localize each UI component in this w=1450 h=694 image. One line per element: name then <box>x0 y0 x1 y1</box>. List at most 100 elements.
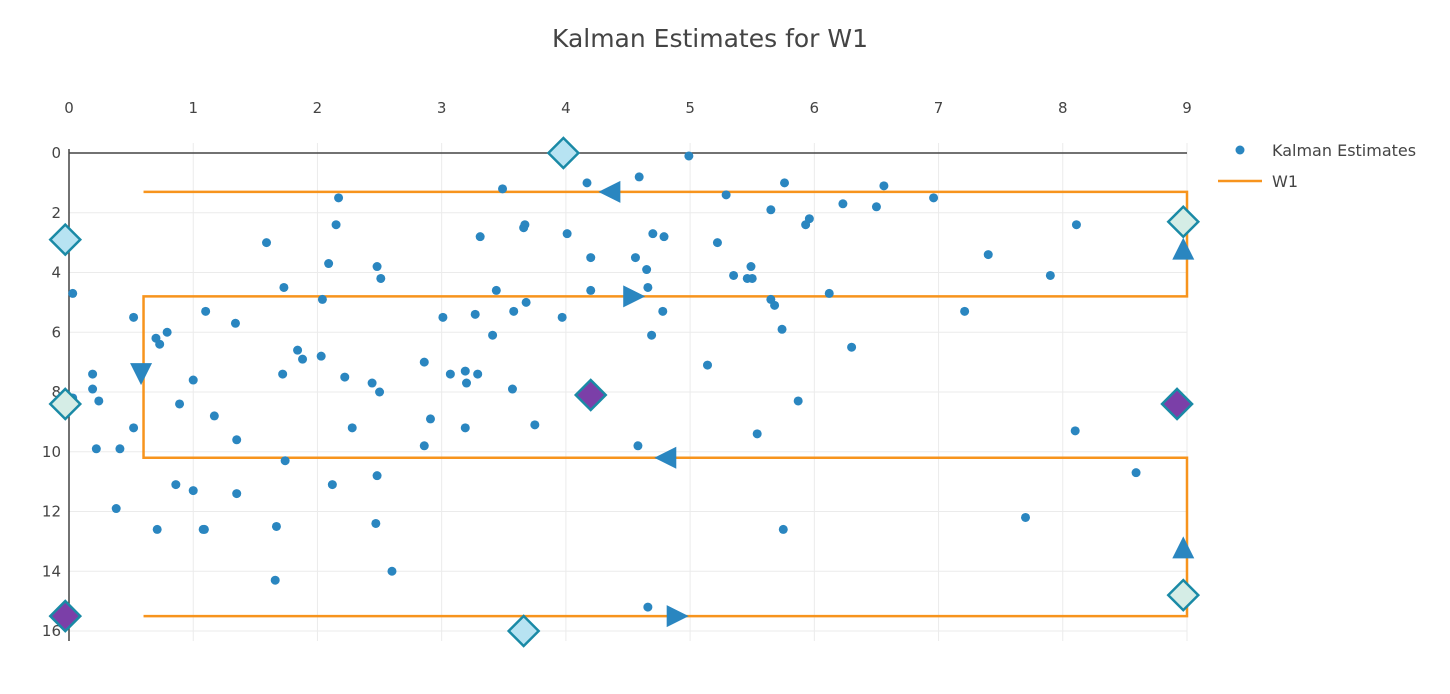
kalman-point <box>115 444 125 454</box>
kalman-point <box>879 181 889 191</box>
kalman-point <box>684 151 694 161</box>
kalman-point <box>1021 512 1031 522</box>
kalman-point <box>155 339 165 349</box>
direction-arrow-right <box>623 285 646 308</box>
kalman-point <box>586 285 596 295</box>
x-tick-label: 0 <box>64 99 74 117</box>
kalman-point <box>419 441 429 451</box>
x-tick-label: 4 <box>561 99 571 117</box>
kalman-point <box>419 357 429 367</box>
kalman-point <box>460 366 470 376</box>
kalman-point <box>280 456 290 466</box>
y-tick-label: 16 <box>42 622 61 640</box>
kalman-point <box>438 312 448 322</box>
kalman-point <box>475 232 485 242</box>
kalman-point <box>334 193 344 203</box>
diamond-marker-purple <box>48 599 83 633</box>
kalman-point <box>746 262 756 272</box>
kalman-point <box>643 602 653 612</box>
kalman-point <box>175 399 185 409</box>
kalman-point <box>129 312 139 322</box>
kalman-point <box>871 202 881 212</box>
kalman-point <box>647 330 657 340</box>
kalman-point <box>94 396 104 406</box>
legend-label-w1: W1 <box>1272 172 1298 191</box>
x-tick-label: 2 <box>313 99 323 117</box>
x-tick-label: 1 <box>188 99 198 117</box>
kalman-point <box>766 205 776 215</box>
series-w1-line <box>142 190 1189 618</box>
diamond-marker-pale <box>1166 578 1201 612</box>
kalman-point <box>1071 220 1081 230</box>
legend: Kalman Estimates W1 <box>1218 141 1416 191</box>
diamond-marker-light <box>546 136 581 170</box>
legend-label-kalman: Kalman Estimates <box>1272 141 1416 160</box>
kalman-point <box>347 423 357 433</box>
kalman-point <box>372 262 382 272</box>
kalman-point <box>316 351 326 361</box>
direction-arrow-down <box>130 363 153 386</box>
kalman-point <box>983 250 993 260</box>
kalman-point <box>198 524 208 534</box>
kalman-point <box>209 411 219 421</box>
diamond-marker-pale <box>48 387 83 421</box>
y-tick-label: 14 <box>42 562 61 580</box>
y-tick-label: 6 <box>51 323 61 341</box>
kalman-point <box>171 480 181 490</box>
kalman-point <box>507 384 517 394</box>
kalman-point <box>1070 426 1080 436</box>
kalman-point <box>331 220 341 230</box>
legend-marker-kalman <box>1235 145 1245 155</box>
kalman-point <box>327 480 337 490</box>
kalman-point <box>712 238 722 248</box>
kalman-point <box>387 566 397 576</box>
kalman-point <box>372 471 382 481</box>
kalman-point <box>521 297 531 307</box>
kalman-point <box>721 190 731 200</box>
kalman-point <box>770 300 780 310</box>
kalman-point <box>317 294 327 304</box>
kalman-point <box>460 423 470 433</box>
kalman-point <box>262 238 272 248</box>
direction-arrow-right <box>666 605 689 628</box>
chart-title: Kalman Estimates for W1 <box>552 24 868 53</box>
kalman-point <box>633 441 643 451</box>
kalman-point <box>634 172 644 182</box>
kalman-point <box>371 518 381 528</box>
diamond-marker-light <box>506 614 541 648</box>
kalman-point <box>298 354 308 364</box>
x-tick-label: 9 <box>1182 99 1192 117</box>
kalman-point <box>278 369 288 379</box>
x-tick-label: 6 <box>810 99 820 117</box>
kalman-point <box>793 396 803 406</box>
kalman-point <box>648 229 658 239</box>
kalman-point <box>929 193 939 203</box>
kalman-point <box>557 312 567 322</box>
kalman-point <box>232 489 242 499</box>
kalman-point <box>703 360 713 370</box>
x-tick-label: 3 <box>437 99 447 117</box>
kalman-point <box>129 423 139 433</box>
kalman-point <box>324 259 334 269</box>
kalman-point <box>91 444 101 454</box>
kalman-point <box>643 282 653 292</box>
y-tick-label: 12 <box>42 503 61 521</box>
kalman-point <box>847 342 857 352</box>
kalman-point <box>530 420 540 430</box>
diamond-marker-purple <box>1160 387 1194 421</box>
kalman-point <box>188 375 198 385</box>
kalman-point <box>658 306 668 316</box>
x-tick-label: 5 <box>685 99 695 117</box>
kalman-point <box>804 214 814 224</box>
kalman-point <box>111 504 121 514</box>
y-tick-label: 10 <box>42 443 61 461</box>
series-kalman-estimates <box>68 151 1141 612</box>
y-tick-label: 8 <box>51 383 61 401</box>
kalman-point <box>445 369 455 379</box>
kalman-point <box>279 282 289 292</box>
y-tick-label: 2 <box>51 204 61 222</box>
kalman-point <box>777 324 787 334</box>
direction-arrow-left <box>598 180 621 203</box>
